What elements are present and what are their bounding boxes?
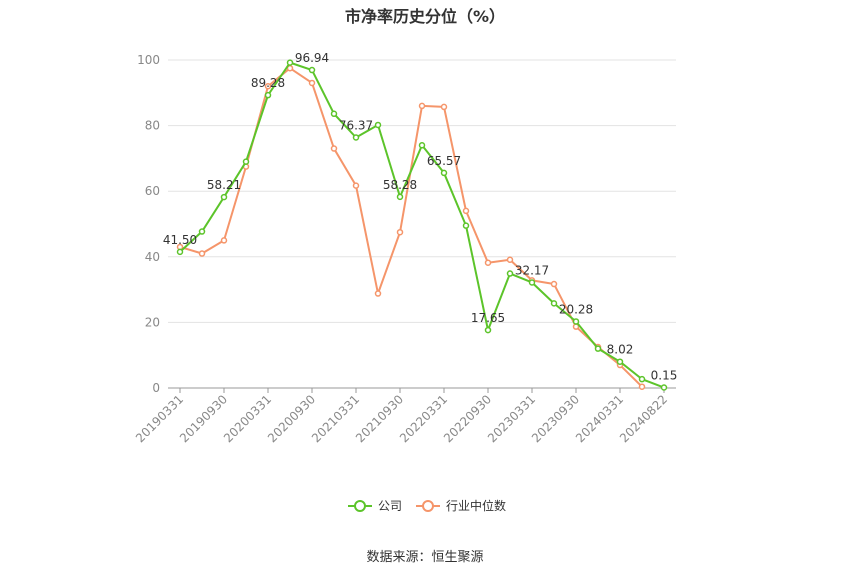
data-label: 8.02 (607, 343, 634, 357)
series-line-1 (179, 67, 643, 388)
data-point[interactable] (242, 158, 250, 165)
x-tick-label: 20240822 (617, 392, 670, 445)
data-label: 96.94 (295, 51, 329, 65)
data-point[interactable] (506, 256, 514, 264)
legend-label: 行业中位数 (446, 498, 506, 513)
data-point[interactable] (550, 280, 558, 288)
legend-item-0[interactable]: 公司 (348, 499, 402, 513)
data-label: 20.28 (559, 302, 593, 316)
data-point[interactable] (264, 91, 272, 99)
data-point[interactable] (572, 318, 580, 325)
data-point[interactable] (638, 375, 646, 383)
y-tick-label: 60 (145, 184, 160, 198)
data-point[interactable] (528, 279, 536, 286)
data-label: 41.50 (163, 233, 197, 247)
grid-lines (168, 59, 676, 323)
y-tick-label: 100 (137, 53, 160, 67)
data-point[interactable] (418, 102, 426, 110)
data-label: 65.57 (427, 154, 461, 168)
chart-title: 市净率历史分位（%） (344, 7, 506, 26)
data-point[interactable] (550, 300, 558, 307)
legend[interactable]: 公司 行业中位数 (348, 498, 506, 513)
data-label: 89.28 (251, 76, 285, 90)
y-tick-label: 40 (145, 250, 160, 264)
series-lines (176, 59, 668, 391)
axes: 0204060801002019033120190930202003312020… (133, 53, 676, 445)
data-point[interactable] (440, 169, 448, 177)
data-point[interactable] (308, 66, 316, 74)
y-tick-label: 80 (145, 119, 160, 133)
data-label: 0.15 (651, 369, 678, 383)
data-point[interactable] (198, 250, 206, 257)
data-point[interactable] (352, 182, 360, 189)
source-note: 数据来源：恒生聚源 (366, 550, 484, 565)
data-point[interactable] (396, 193, 404, 201)
data-point[interactable] (220, 193, 228, 201)
data-point[interactable] (506, 270, 514, 277)
data-label: 32.17 (515, 263, 549, 277)
data-point[interactable] (418, 142, 426, 149)
data-point[interactable] (396, 228, 404, 236)
data-point[interactable] (374, 121, 382, 129)
data-point[interactable] (638, 383, 646, 390)
data-labels: 41.50 58.21 89.28 96.94 76.37 58.28 65.57 17.65… (163, 51, 678, 382)
data-point[interactable] (352, 134, 360, 141)
data-label: 58.21 (207, 178, 241, 192)
data-point[interactable] (330, 110, 338, 118)
data-point[interactable] (220, 237, 228, 244)
data-point[interactable] (198, 228, 206, 235)
data-point[interactable] (286, 59, 294, 66)
legend-marker (422, 500, 434, 512)
data-point[interactable] (484, 259, 492, 266)
data-point[interactable] (660, 384, 668, 391)
data-point[interactable] (462, 222, 470, 229)
legend-marker (354, 500, 366, 512)
data-label: 58.28 (383, 178, 417, 192)
data-point[interactable] (264, 82, 272, 90)
legend-label: 公司 (378, 499, 402, 513)
y-tick-label: 0 (152, 381, 160, 395)
data-point[interactable] (484, 326, 492, 334)
data-point[interactable] (462, 207, 470, 215)
data-label: 76.37 (339, 119, 373, 133)
data-point[interactable] (308, 79, 316, 87)
data-point[interactable] (594, 345, 602, 352)
data-point[interactable] (176, 248, 184, 256)
y-tick-label: 20 (145, 315, 160, 329)
data-point[interactable] (330, 145, 338, 152)
data-point[interactable] (440, 103, 448, 111)
legend-item-1[interactable]: 行业中位数 (416, 498, 506, 513)
data-label: 17.65 (471, 311, 505, 325)
data-point[interactable] (374, 290, 382, 297)
data-point[interactable] (616, 358, 624, 365)
